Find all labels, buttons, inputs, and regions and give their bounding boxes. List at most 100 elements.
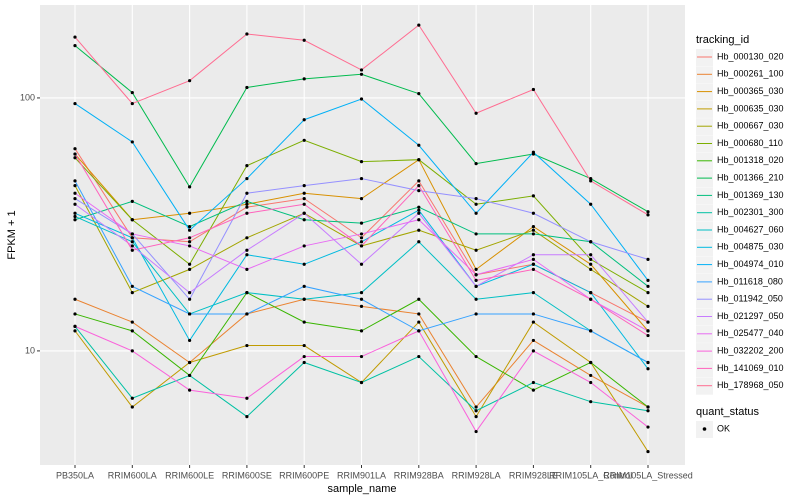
- data-point: [474, 297, 478, 301]
- x-tick-label: RRIM600LE: [165, 470, 214, 480]
- data-point: [417, 189, 421, 193]
- data-point: [531, 262, 536, 266]
- data-point: [302, 184, 306, 188]
- data-point: [646, 425, 650, 429]
- data-point: [359, 97, 364, 101]
- data-point: [302, 202, 306, 206]
- data-point: [188, 240, 192, 244]
- data-point: [245, 205, 249, 209]
- data-point: [417, 211, 421, 215]
- data-point: [188, 236, 192, 240]
- x-tick-label: RRIM600LA: [108, 470, 157, 480]
- data-point: [531, 338, 536, 343]
- data-point: [359, 221, 364, 225]
- data-point: [302, 118, 306, 122]
- data-point: [474, 162, 478, 166]
- legend-label: Hb_000261_100: [717, 69, 784, 79]
- data-point: [417, 312, 421, 316]
- data-point: [531, 320, 536, 324]
- legend-label: Hb_000130_020: [717, 51, 784, 61]
- data-point: [188, 291, 192, 295]
- data-point: [589, 262, 593, 266]
- data-point: [589, 380, 593, 385]
- data-point: [302, 297, 306, 301]
- legend-label: OK: [717, 423, 730, 433]
- data-point: [646, 304, 650, 308]
- data-point: [302, 262, 306, 266]
- data-point: [245, 164, 249, 168]
- data-point: [73, 297, 77, 301]
- data-point: [531, 267, 536, 271]
- legend-label: Hb_004627_060: [717, 224, 784, 234]
- data-point: [474, 312, 478, 316]
- data-point: [359, 291, 364, 295]
- x-tick-label: RRIM928LE: [509, 470, 558, 480]
- data-point: [474, 211, 478, 215]
- data-point: [474, 248, 478, 252]
- data-point: [359, 304, 364, 308]
- data-point: [130, 248, 134, 252]
- data-point: [359, 262, 364, 266]
- data-point: [130, 244, 134, 248]
- data-point: [646, 405, 650, 409]
- data-point: [531, 380, 536, 385]
- data-point: [73, 44, 77, 48]
- data-point: [417, 205, 421, 209]
- data-point: [646, 213, 650, 217]
- legend-title: quant_status: [696, 406, 759, 418]
- data-point: [130, 291, 134, 295]
- data-point: [302, 38, 306, 42]
- data-point: [359, 176, 364, 181]
- data-point: [359, 329, 364, 333]
- x-tick-label: RRIM105LA_Stressed: [603, 470, 693, 480]
- y-tick-label: 10: [25, 345, 35, 355]
- data-point: [589, 176, 593, 181]
- data-point: [188, 267, 192, 271]
- data-point: [589, 267, 593, 271]
- data-point: [302, 360, 306, 365]
- y-tick-label: 100: [20, 92, 35, 102]
- data-point: [130, 349, 134, 353]
- data-point: [245, 343, 249, 348]
- x-tick-label: RRIM600PE: [279, 470, 329, 480]
- data-point: [646, 333, 650, 338]
- data-point: [417, 240, 421, 244]
- data-point: [531, 291, 536, 295]
- data-point: [531, 257, 536, 261]
- data-point: [646, 257, 650, 261]
- data-point: [646, 284, 650, 288]
- data-point: [417, 320, 421, 324]
- legend-label: Hb_021297_050: [717, 311, 784, 321]
- data-point: [589, 291, 593, 295]
- data-point: [417, 354, 421, 359]
- data-point: [531, 253, 536, 257]
- data-point: [245, 248, 249, 252]
- data-point: [646, 360, 650, 365]
- data-point: [589, 329, 593, 333]
- legend-label: Hb_001318_020: [717, 155, 784, 165]
- data-point: [188, 388, 192, 392]
- data-point: [188, 262, 192, 266]
- data-point: [474, 405, 478, 409]
- data-point: [589, 240, 593, 244]
- data-point: [73, 197, 77, 201]
- data-point: [302, 244, 306, 248]
- data-point: [188, 338, 192, 343]
- data-point: [589, 373, 593, 378]
- data-point: [417, 158, 421, 162]
- legend-swatch: [702, 427, 707, 431]
- data-point: [188, 225, 192, 229]
- data-point: [245, 85, 249, 90]
- data-point: [589, 179, 593, 183]
- legend-label: Hb_000680_110: [717, 138, 783, 148]
- data-point: [646, 409, 650, 413]
- x-tick-label: RRIM928LA: [452, 470, 501, 480]
- data-point: [531, 232, 536, 236]
- data-point: [589, 360, 593, 365]
- data-point: [531, 150, 536, 154]
- data-point: [302, 77, 306, 81]
- data-point: [359, 380, 364, 385]
- data-point: [245, 236, 249, 240]
- data-point: [245, 202, 249, 206]
